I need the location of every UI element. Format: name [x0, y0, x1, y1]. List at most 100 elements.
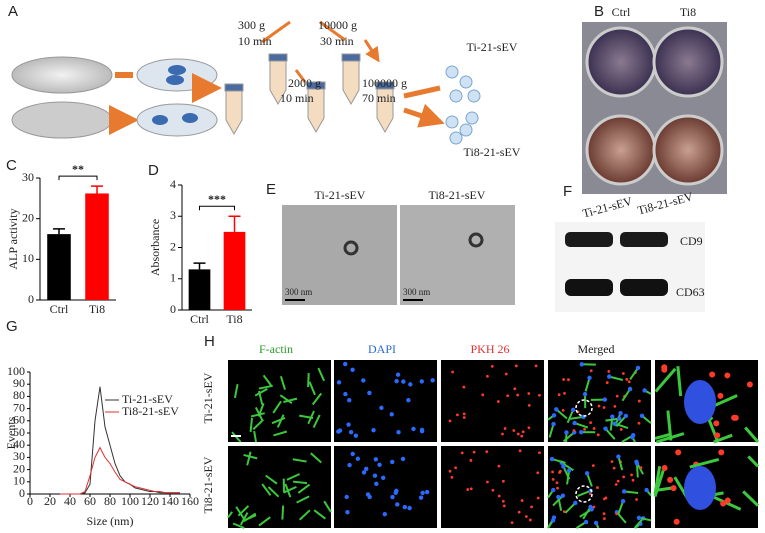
actin-fiber	[551, 458, 566, 464]
nucleus	[389, 412, 394, 417]
nucleus	[617, 416, 622, 421]
nucleus	[684, 380, 716, 424]
actin-fiber	[574, 422, 589, 429]
nucleus	[621, 489, 627, 494]
vesicle-dot	[504, 372, 508, 376]
x-axis-label: Size (nm)	[87, 514, 134, 528]
actin-fiber	[624, 490, 639, 494]
nucleus	[564, 430, 569, 435]
nucleus	[408, 382, 413, 387]
vesicle-dot	[555, 481, 559, 485]
vesicle-dot	[501, 479, 505, 483]
actin-fiber	[265, 474, 278, 485]
vesicle-dot	[456, 413, 459, 417]
arrow	[115, 72, 133, 120]
actin-fiber	[604, 427, 616, 440]
vesicle-dot	[572, 429, 576, 432]
actin-fiber	[654, 367, 677, 393]
actin-fiber	[273, 430, 288, 437]
nucleus	[347, 462, 352, 468]
nucleus	[554, 407, 559, 412]
vesicle-dot	[709, 371, 716, 378]
actin-fiber	[744, 426, 760, 443]
x-tick-label: 20	[44, 494, 56, 508]
actin-fiber	[276, 414, 285, 428]
band	[620, 232, 668, 247]
y-tick-label: 100	[7, 364, 25, 378]
nucleus	[589, 507, 594, 512]
actin-fiber	[689, 457, 720, 469]
y-tick-label: 50	[13, 425, 25, 439]
vesicle-dot	[562, 378, 566, 381]
scale-label: 300 nm	[285, 287, 312, 297]
vesicle-dot	[502, 504, 506, 508]
lane-label: Ti-21-sEV	[581, 194, 634, 221]
actin-fiber	[279, 394, 293, 404]
actin-fiber	[283, 397, 298, 403]
step-force: 2000 g	[288, 76, 321, 90]
actin-fiber	[258, 384, 273, 390]
nucleus	[419, 428, 425, 434]
y-tick-label: 40	[13, 437, 25, 451]
actin-fiber	[262, 374, 273, 388]
y-tick-label: 60	[13, 413, 25, 427]
y-tick-label: 90	[13, 376, 25, 390]
nucleus	[400, 456, 406, 462]
nucleus	[635, 365, 641, 371]
column-label: Ti8	[680, 5, 696, 19]
y-tick-label: 0	[28, 292, 34, 306]
actin-fiber	[317, 367, 326, 382]
actin-fiber	[713, 433, 733, 444]
actin-fiber	[569, 415, 584, 420]
vesicle-dot	[718, 449, 725, 456]
nucleus	[371, 427, 376, 433]
panel-letter: B	[594, 3, 604, 20]
vesicle-dot	[528, 518, 532, 522]
actin-fiber	[297, 483, 311, 494]
vesicle-dot	[501, 432, 504, 436]
panel-h: H F-actin DAPI PKH 26 Merged Ti-21-sEV T…	[201, 333, 760, 529]
vesicle-dot	[720, 500, 727, 507]
nucleus	[587, 375, 592, 381]
vesicle-dot	[512, 429, 516, 432]
fluorescence-image	[228, 446, 331, 528]
actin-fiber	[239, 512, 249, 526]
vesicle-dot	[536, 496, 540, 500]
scale-label: 300 nm	[403, 287, 430, 297]
column-label: PKH 26	[470, 342, 509, 356]
nucleus	[420, 490, 425, 496]
fluorescence-image	[228, 360, 331, 442]
nucleus	[394, 378, 399, 384]
nucleus	[364, 466, 369, 472]
actin-fiber	[253, 430, 257, 443]
vesicle-dot	[527, 426, 531, 430]
vesicle-dot	[520, 434, 524, 438]
vesicle-dot	[631, 478, 635, 482]
nucleus	[560, 493, 566, 498]
nucleus	[418, 495, 424, 500]
vesicle-dot	[589, 369, 593, 373]
nucleus	[570, 407, 576, 413]
vesicle-dot	[616, 479, 620, 483]
vesicle-dot	[746, 381, 753, 388]
nucleus	[381, 475, 386, 481]
actin-fiber	[232, 522, 245, 529]
vesicle-dot	[516, 393, 520, 397]
nucleus	[419, 379, 424, 384]
panel-letter: F	[563, 183, 572, 200]
actin-fiber	[252, 418, 264, 431]
tem-image	[400, 205, 515, 305]
vesicle-dot	[563, 391, 566, 395]
vesicle-dot	[536, 471, 540, 475]
significance-bracket	[58, 175, 98, 181]
panel-letter: D	[148, 162, 159, 179]
vesicle-dot	[637, 421, 641, 425]
panel-letter: G	[6, 318, 18, 335]
vesicle-dot	[622, 475, 626, 479]
vesicle-dot	[485, 450, 489, 454]
nucleus	[593, 520, 599, 526]
vesicle-dot	[732, 414, 739, 421]
x-tick-label: 100	[121, 494, 139, 508]
nucleus	[610, 414, 615, 419]
actin-fiber	[271, 417, 286, 425]
